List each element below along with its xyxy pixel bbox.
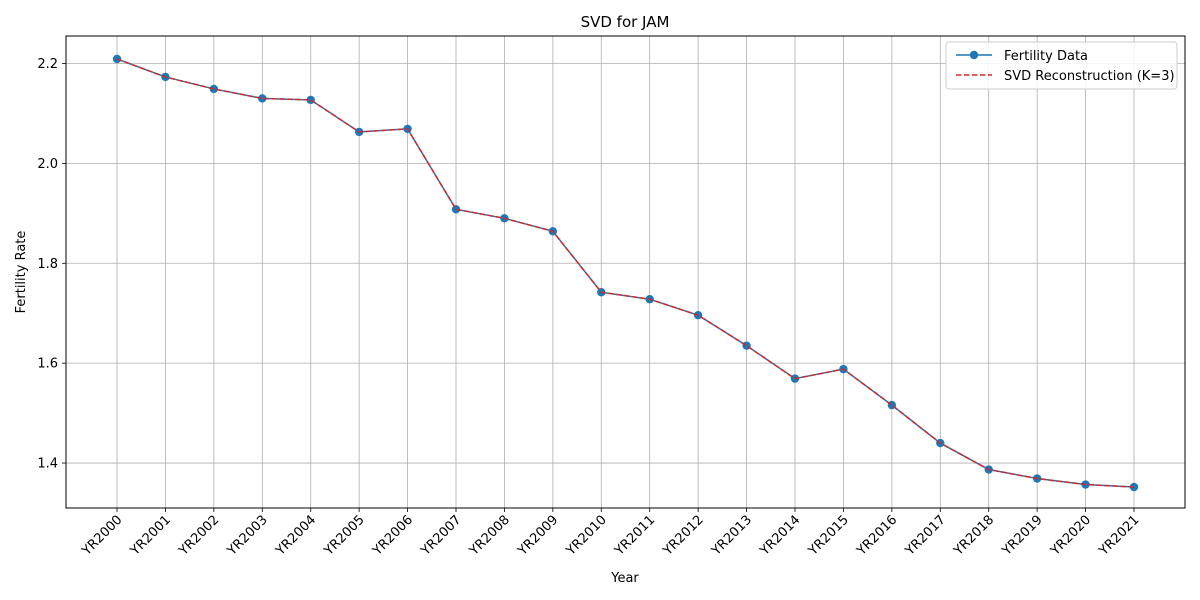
legend-fertility-label: Fertility Data xyxy=(1004,49,1088,64)
data-point-fertility-YR2013 xyxy=(742,341,751,350)
y-tick-label: 1.6 xyxy=(37,357,58,372)
y-tick-label: 1.8 xyxy=(37,257,58,272)
x-axis-label: Year xyxy=(610,571,639,586)
y-tick-label: 2.0 xyxy=(37,157,58,172)
legend: Fertility Data SVD Reconstruction (K=3) xyxy=(945,41,1178,90)
data-point-fertility-YR2002 xyxy=(209,84,219,94)
chart-title: SVD for JAM xyxy=(581,13,670,31)
plot-frame xyxy=(65,35,1186,509)
series-line-svd-reconstruction xyxy=(116,58,1135,488)
data-point-fertility-YR2003 xyxy=(258,94,267,103)
y-tick-label: 1.4 xyxy=(37,457,58,472)
grid xyxy=(66,36,1185,508)
data-point-fertility-YR2021 xyxy=(1129,482,1139,492)
legend-fertility-marker xyxy=(969,50,979,60)
y-tick-label: 2.2 xyxy=(37,57,58,72)
y-axis-label: Fertility Rate xyxy=(14,231,29,314)
legend-box xyxy=(945,41,1178,90)
series-layer xyxy=(112,54,1139,492)
legend-svd-label: SVD Reconstruction (K=3) xyxy=(1004,69,1175,84)
